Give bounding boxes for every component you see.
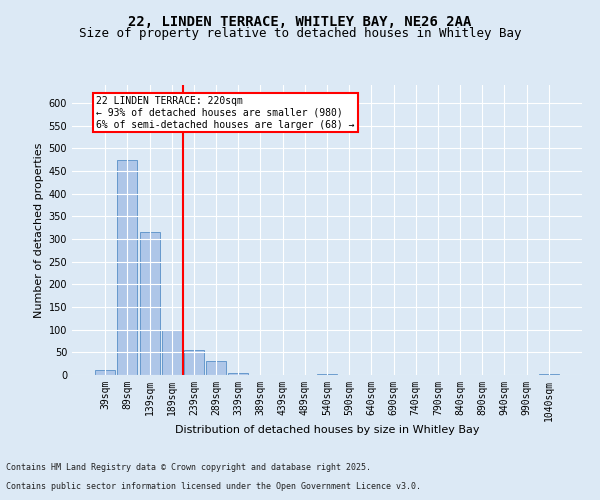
Bar — [228, 372, 248, 375]
Text: Contains HM Land Registry data © Crown copyright and database right 2025.: Contains HM Land Registry data © Crown c… — [6, 464, 371, 472]
Bar — [184, 350, 204, 375]
Y-axis label: Number of detached properties: Number of detached properties — [34, 142, 44, 318]
Bar — [206, 362, 226, 375]
Bar — [95, 370, 115, 375]
Bar — [140, 232, 160, 375]
Bar — [118, 160, 137, 375]
Text: 22 LINDEN TERRACE: 220sqm
← 93% of detached houses are smaller (980)
6% of semi-: 22 LINDEN TERRACE: 220sqm ← 93% of detac… — [96, 96, 355, 130]
Bar — [539, 374, 559, 375]
X-axis label: Distribution of detached houses by size in Whitley Bay: Distribution of detached houses by size … — [175, 425, 479, 435]
Text: Contains public sector information licensed under the Open Government Licence v3: Contains public sector information licen… — [6, 482, 421, 491]
Bar — [162, 330, 182, 375]
Text: 22, LINDEN TERRACE, WHITLEY BAY, NE26 2AA: 22, LINDEN TERRACE, WHITLEY BAY, NE26 2A… — [128, 15, 472, 29]
Text: Size of property relative to detached houses in Whitley Bay: Size of property relative to detached ho… — [79, 28, 521, 40]
Bar — [317, 374, 337, 375]
